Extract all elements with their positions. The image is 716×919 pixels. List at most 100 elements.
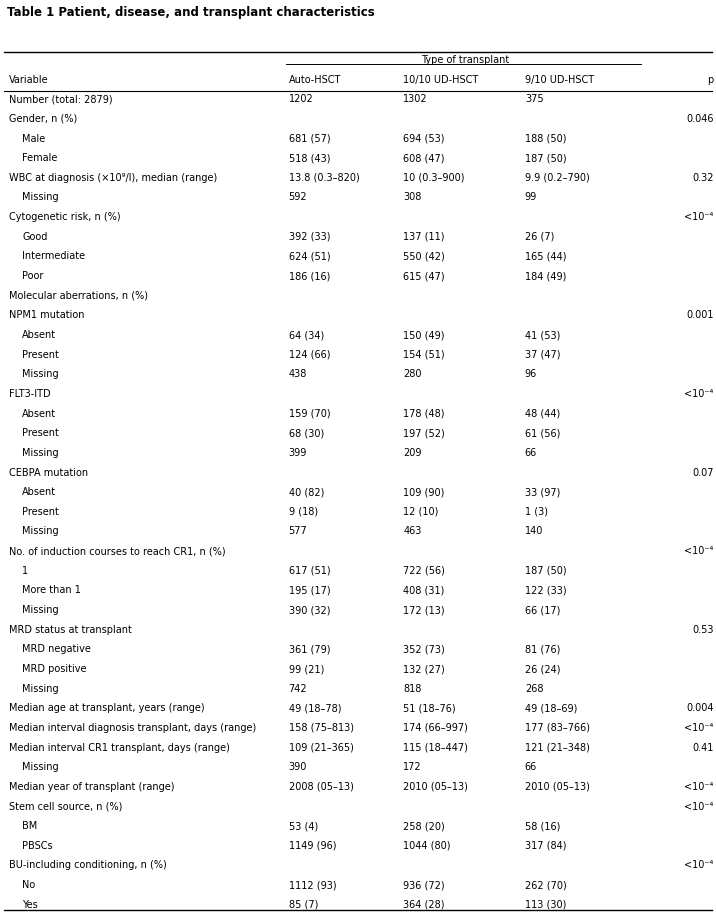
Text: 262 (70): 262 (70) — [525, 880, 566, 891]
Text: Male: Male — [22, 133, 45, 143]
Text: Stem cell source, n (%): Stem cell source, n (%) — [9, 801, 122, 811]
Text: 13.8 (0.3–820): 13.8 (0.3–820) — [289, 173, 359, 183]
Text: 0.41: 0.41 — [692, 743, 714, 753]
Text: 592: 592 — [289, 192, 307, 202]
Text: 109 (21–365): 109 (21–365) — [289, 743, 354, 753]
Text: Median age at transplant, years (range): Median age at transplant, years (range) — [9, 703, 205, 713]
Text: 2008 (05–13): 2008 (05–13) — [289, 782, 354, 792]
Text: 10 (0.3–900): 10 (0.3–900) — [403, 173, 465, 183]
Text: 694 (53): 694 (53) — [403, 133, 445, 143]
Text: <10⁻⁴: <10⁻⁴ — [684, 212, 714, 222]
Text: 66 (17): 66 (17) — [525, 605, 560, 615]
Text: Absent: Absent — [22, 409, 57, 419]
Text: 308: 308 — [403, 192, 422, 202]
Text: Median year of transplant (range): Median year of transplant (range) — [9, 782, 175, 792]
Text: Table 1 Patient, disease, and transplant characteristics: Table 1 Patient, disease, and transplant… — [7, 6, 375, 19]
Text: 174 (66–997): 174 (66–997) — [403, 723, 468, 733]
Text: 0.07: 0.07 — [692, 468, 714, 478]
Text: <10⁻⁴: <10⁻⁴ — [684, 546, 714, 556]
Text: 49 (18–69): 49 (18–69) — [525, 703, 577, 713]
Text: 742: 742 — [289, 684, 307, 694]
Text: 9.9 (0.2–790): 9.9 (0.2–790) — [525, 173, 589, 183]
Text: Present: Present — [22, 428, 59, 438]
Text: 258 (20): 258 (20) — [403, 822, 445, 831]
Text: 10/10 UD-HSCT: 10/10 UD-HSCT — [403, 74, 478, 85]
Text: 1202: 1202 — [289, 95, 314, 104]
Text: 41 (53): 41 (53) — [525, 330, 560, 340]
Text: Gender, n (%): Gender, n (%) — [9, 114, 77, 124]
Text: Intermediate: Intermediate — [22, 252, 85, 261]
Text: Auto-HSCT: Auto-HSCT — [289, 74, 341, 85]
Text: 85 (7): 85 (7) — [289, 900, 318, 910]
Text: Cytogenetic risk, n (%): Cytogenetic risk, n (%) — [9, 212, 121, 222]
Text: 49 (18–78): 49 (18–78) — [289, 703, 341, 713]
Text: 26 (24): 26 (24) — [525, 664, 561, 674]
Text: <10⁻⁴: <10⁻⁴ — [684, 860, 714, 870]
Text: 9/10 UD-HSCT: 9/10 UD-HSCT — [525, 74, 594, 85]
Text: 1044 (80): 1044 (80) — [403, 841, 450, 851]
Text: 317 (84): 317 (84) — [525, 841, 566, 851]
Text: 109 (90): 109 (90) — [403, 487, 445, 497]
Text: 172: 172 — [403, 762, 422, 772]
Text: 615 (47): 615 (47) — [403, 271, 445, 281]
Text: 1302: 1302 — [403, 95, 427, 104]
Text: 1: 1 — [22, 566, 29, 576]
Text: 209: 209 — [403, 448, 422, 458]
Text: NPM1 mutation: NPM1 mutation — [9, 311, 84, 321]
Text: Missing: Missing — [22, 192, 59, 202]
Text: FLT3-ITD: FLT3-ITD — [9, 389, 51, 399]
Text: 37 (47): 37 (47) — [525, 349, 561, 359]
Text: Missing: Missing — [22, 762, 59, 772]
Text: 158 (75–813): 158 (75–813) — [289, 723, 354, 733]
Text: 115 (18–447): 115 (18–447) — [403, 743, 468, 753]
Text: 9 (18): 9 (18) — [289, 507, 318, 516]
Text: <10⁻⁴: <10⁻⁴ — [684, 389, 714, 399]
Text: CEBPA mutation: CEBPA mutation — [9, 468, 89, 478]
Text: 399: 399 — [289, 448, 307, 458]
Text: 187 (50): 187 (50) — [525, 153, 566, 164]
Text: Missing: Missing — [22, 605, 59, 615]
Text: 608 (47): 608 (47) — [403, 153, 445, 164]
Text: 124 (66): 124 (66) — [289, 349, 330, 359]
Text: 364 (28): 364 (28) — [403, 900, 445, 910]
Text: 140: 140 — [525, 527, 543, 537]
Text: 68 (30): 68 (30) — [289, 428, 324, 438]
Text: 617 (51): 617 (51) — [289, 566, 330, 576]
Text: 624 (51): 624 (51) — [289, 252, 330, 261]
Text: 268: 268 — [525, 684, 543, 694]
Text: 53 (4): 53 (4) — [289, 822, 318, 831]
Text: 186 (16): 186 (16) — [289, 271, 330, 281]
Text: Missing: Missing — [22, 369, 59, 380]
Text: Yes: Yes — [22, 900, 38, 910]
Text: Missing: Missing — [22, 684, 59, 694]
Text: Median interval diagnosis transplant, days (range): Median interval diagnosis transplant, da… — [9, 723, 256, 733]
Text: 550 (42): 550 (42) — [403, 252, 445, 261]
Text: 177 (83–766): 177 (83–766) — [525, 723, 590, 733]
Text: 172 (13): 172 (13) — [403, 605, 445, 615]
Text: BM: BM — [22, 822, 37, 831]
Text: 81 (76): 81 (76) — [525, 644, 560, 654]
Text: 0.001: 0.001 — [687, 311, 714, 321]
Text: 375: 375 — [525, 95, 543, 104]
Text: 48 (44): 48 (44) — [525, 409, 560, 419]
Text: Type of transplant: Type of transplant — [421, 55, 510, 65]
Text: 722 (56): 722 (56) — [403, 566, 445, 576]
Text: 818: 818 — [403, 684, 422, 694]
Text: Female: Female — [22, 153, 57, 164]
Text: Number (total: 2879): Number (total: 2879) — [9, 95, 113, 104]
Text: No: No — [22, 880, 36, 891]
Text: 390 (32): 390 (32) — [289, 605, 330, 615]
Text: 390: 390 — [289, 762, 307, 772]
Text: 936 (72): 936 (72) — [403, 880, 445, 891]
Text: 40 (82): 40 (82) — [289, 487, 324, 497]
Text: 58 (16): 58 (16) — [525, 822, 560, 831]
Text: 681 (57): 681 (57) — [289, 133, 330, 143]
Text: Absent: Absent — [22, 487, 57, 497]
Text: 195 (17): 195 (17) — [289, 585, 330, 596]
Text: 96: 96 — [525, 369, 537, 380]
Text: Missing: Missing — [22, 527, 59, 537]
Text: 12 (10): 12 (10) — [403, 507, 438, 516]
Text: 352 (73): 352 (73) — [403, 644, 445, 654]
Text: 99: 99 — [525, 192, 537, 202]
Text: 0.004: 0.004 — [687, 703, 714, 713]
